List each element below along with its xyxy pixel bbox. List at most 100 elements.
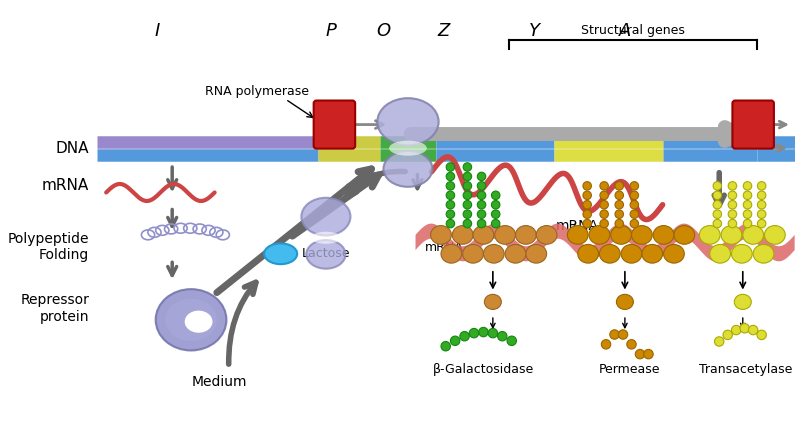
Ellipse shape [642,244,662,263]
Ellipse shape [618,330,628,339]
Text: DNA: DNA [56,141,89,156]
Ellipse shape [626,340,636,349]
Ellipse shape [644,349,653,359]
Ellipse shape [699,226,720,244]
Text: mRNA: mRNA [425,241,464,254]
Ellipse shape [446,210,454,218]
Ellipse shape [728,182,737,190]
Ellipse shape [583,191,591,200]
Ellipse shape [731,244,752,263]
Ellipse shape [389,141,427,156]
Ellipse shape [728,201,737,209]
Ellipse shape [714,337,724,346]
Ellipse shape [186,311,212,332]
Ellipse shape [728,210,737,218]
Ellipse shape [653,226,674,244]
Ellipse shape [674,226,694,244]
Ellipse shape [600,219,608,228]
Ellipse shape [430,226,451,244]
Ellipse shape [473,226,494,244]
Text: β-Galactosidase: β-Galactosidase [433,363,534,376]
Text: Polypeptide
Folding: Polypeptide Folding [8,232,89,262]
Ellipse shape [583,201,591,209]
Text: mRNA: mRNA [556,219,599,233]
Ellipse shape [610,330,619,339]
Ellipse shape [478,210,486,218]
Ellipse shape [734,294,751,309]
Ellipse shape [758,201,766,209]
Ellipse shape [713,219,722,228]
Ellipse shape [615,191,623,200]
Ellipse shape [599,244,620,263]
Text: RNA polymerase: RNA polymerase [206,85,310,98]
Text: Y: Y [529,22,540,40]
Ellipse shape [463,210,472,218]
Ellipse shape [526,244,546,263]
Ellipse shape [630,182,638,190]
FancyBboxPatch shape [314,101,355,148]
Ellipse shape [488,329,498,338]
Ellipse shape [583,182,591,190]
Ellipse shape [713,182,722,190]
Ellipse shape [515,226,536,244]
Ellipse shape [753,244,774,263]
FancyBboxPatch shape [733,101,774,148]
Ellipse shape [621,244,642,263]
Ellipse shape [600,191,608,200]
Ellipse shape [617,294,634,309]
Ellipse shape [491,201,500,209]
Ellipse shape [713,191,722,200]
Ellipse shape [600,210,608,218]
Text: I: I [154,22,160,40]
Ellipse shape [507,336,517,345]
Ellipse shape [463,201,472,209]
Text: Lactose: Lactose [302,247,350,260]
Text: mRNA: mRNA [42,178,89,194]
Ellipse shape [450,336,460,345]
Ellipse shape [165,299,217,341]
Ellipse shape [583,210,591,218]
Ellipse shape [615,201,623,209]
Ellipse shape [630,219,638,228]
Ellipse shape [156,289,226,350]
Ellipse shape [731,326,741,335]
Ellipse shape [602,340,610,349]
Ellipse shape [483,244,504,263]
Text: Structural genes: Structural genes [581,24,685,37]
Ellipse shape [765,226,786,244]
Ellipse shape [600,201,608,209]
Ellipse shape [740,324,750,333]
Ellipse shape [491,191,500,200]
Ellipse shape [615,210,623,218]
Ellipse shape [536,226,557,244]
Text: O: O [376,22,390,40]
Ellipse shape [446,163,454,171]
Ellipse shape [463,182,472,190]
Ellipse shape [600,182,608,190]
Text: Transacetylase: Transacetylase [699,363,792,376]
Ellipse shape [663,244,684,263]
Ellipse shape [743,219,752,228]
Ellipse shape [463,163,472,171]
Ellipse shape [462,244,483,263]
Ellipse shape [742,226,763,244]
Ellipse shape [630,191,638,200]
Ellipse shape [491,210,500,218]
Polygon shape [415,224,794,261]
Text: Repressor
protein: Repressor protein [20,293,89,324]
Ellipse shape [713,201,722,209]
Ellipse shape [583,219,591,228]
Ellipse shape [631,226,652,244]
Ellipse shape [463,219,472,228]
Ellipse shape [630,201,638,209]
Ellipse shape [578,244,598,263]
Text: Medium: Medium [191,375,247,389]
Ellipse shape [758,210,766,218]
Ellipse shape [446,172,454,181]
Ellipse shape [498,332,507,341]
Ellipse shape [723,330,733,340]
Ellipse shape [610,226,631,244]
Ellipse shape [758,219,766,228]
Ellipse shape [446,182,454,190]
Ellipse shape [441,244,462,263]
